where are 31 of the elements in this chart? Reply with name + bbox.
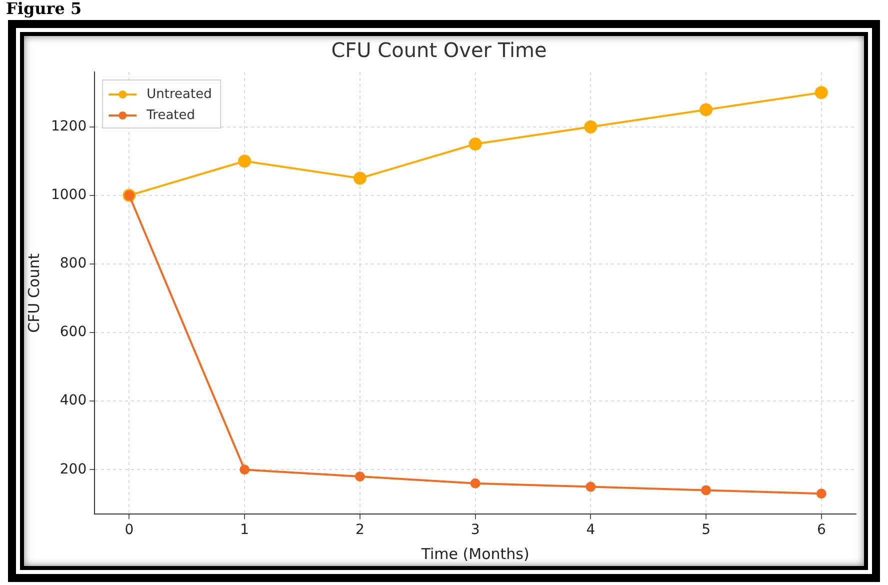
x-tick-label: 3 bbox=[470, 522, 480, 538]
x-tick-label: 1 bbox=[240, 522, 250, 538]
x-tick-label: 2 bbox=[355, 522, 364, 538]
point bbox=[586, 482, 596, 492]
point bbox=[814, 86, 828, 100]
caption: Figure 5 bbox=[6, 0, 82, 18]
point bbox=[353, 172, 366, 185]
point bbox=[354, 471, 365, 482]
point bbox=[468, 137, 482, 150]
x-tick-label: 0 bbox=[124, 522, 134, 538]
y-tick-label: 800 bbox=[60, 256, 87, 272]
point bbox=[584, 120, 598, 134]
x-tick-label: 4 bbox=[586, 522, 596, 538]
x-axis-title: Time (Months) bbox=[420, 544, 530, 563]
y-axis-title: CFU Count bbox=[24, 253, 43, 333]
y-tick-label: 600 bbox=[60, 324, 87, 340]
point bbox=[816, 488, 826, 499]
x-tick-label: 6 bbox=[816, 522, 826, 538]
chart-title: CFU Count Over Time bbox=[331, 38, 547, 62]
y-tick-label: 400 bbox=[60, 392, 87, 409]
point bbox=[238, 154, 252, 168]
legend-label: Treated bbox=[146, 108, 196, 123]
point bbox=[470, 478, 480, 488]
y-tick-label: 200 bbox=[60, 461, 87, 478]
legend-label: Untreated bbox=[146, 86, 212, 102]
y-tick-label: 1200 bbox=[50, 118, 87, 134]
x-tick-label: 5 bbox=[702, 522, 710, 538]
point bbox=[240, 464, 250, 475]
point bbox=[700, 103, 713, 116]
y-tick-label: 1000 bbox=[50, 187, 87, 204]
point bbox=[701, 485, 712, 496]
